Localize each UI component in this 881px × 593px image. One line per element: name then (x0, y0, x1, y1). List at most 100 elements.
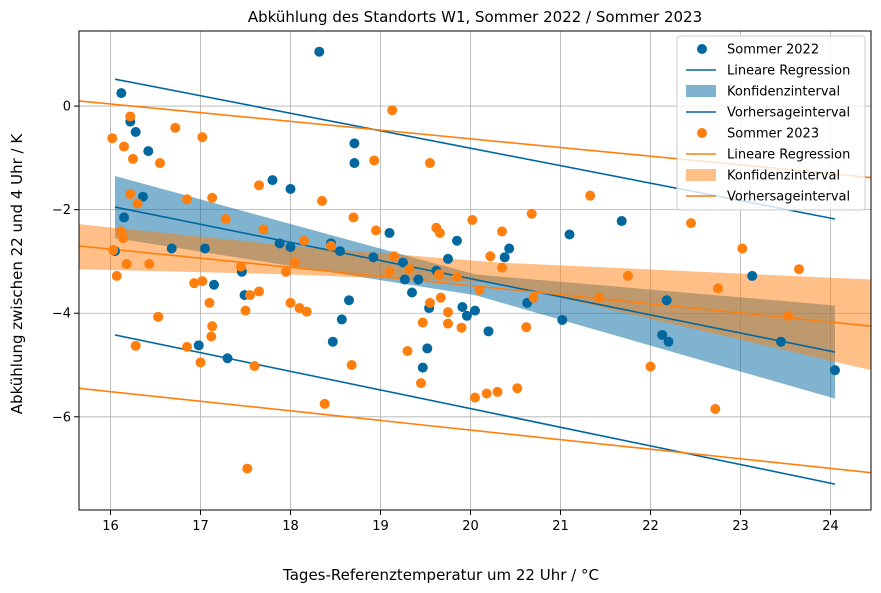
legend-swatch (686, 85, 716, 97)
chart-title: Abkühlung des Standorts W1, Sommer 2022 … (248, 8, 702, 26)
data-point (153, 311, 164, 322)
data-point (254, 180, 264, 191)
data-point (281, 266, 291, 277)
regression-lines (79, 78, 871, 485)
data-point (285, 297, 296, 308)
legend-swatch (686, 169, 716, 181)
data-point (111, 270, 122, 281)
data-point (564, 229, 575, 240)
x-tick-label: 19 (372, 519, 389, 534)
plot-frame (78, 30, 872, 511)
data-point (371, 225, 381, 236)
prediction-interval-lower (79, 387, 871, 474)
data-point (422, 343, 433, 354)
data-point (470, 392, 480, 403)
data-point (425, 158, 435, 169)
data-point (713, 283, 723, 294)
data-point (125, 111, 136, 122)
data-point (389, 251, 399, 262)
data-point (404, 264, 415, 275)
data-point (470, 305, 480, 316)
data-point (285, 241, 296, 252)
data-point (528, 292, 539, 303)
data-point (326, 240, 336, 251)
x-tick-label: 22 (642, 519, 659, 534)
data-point (384, 266, 395, 277)
data-point (222, 353, 233, 364)
legend: Sommer 2022 Lineare Regression Konfidenzin… (676, 35, 866, 211)
data-point (384, 227, 395, 238)
legend-label: Vorhersageinterval (727, 190, 850, 205)
data-point (335, 246, 345, 257)
data-point (197, 276, 208, 287)
regression-line (114, 206, 836, 353)
data-point (794, 264, 804, 275)
data-point (209, 279, 219, 290)
legend-box (676, 35, 866, 211)
data-point (368, 252, 379, 263)
data-point (166, 243, 177, 254)
data-point (319, 398, 330, 409)
data-point (467, 215, 478, 226)
data-point (663, 336, 674, 347)
data-point (457, 302, 468, 313)
data-point (417, 362, 428, 373)
data-point (349, 158, 360, 169)
data-point (387, 105, 398, 116)
data-point (452, 271, 462, 282)
data-point (686, 218, 696, 229)
data-point (317, 195, 327, 206)
data-point (483, 326, 494, 337)
data-point (108, 245, 119, 256)
data-point (245, 290, 255, 301)
data-point (207, 321, 218, 332)
data-point (301, 306, 312, 317)
legend-marker (697, 44, 707, 54)
data-point (504, 243, 515, 254)
legend-label: Konfidenzinterval (727, 85, 840, 100)
data-point (314, 46, 325, 57)
data-point (236, 261, 246, 272)
data-point (425, 297, 435, 308)
data-point (402, 346, 413, 357)
data-point (204, 297, 215, 308)
data-point (783, 310, 794, 321)
data-point (417, 317, 428, 328)
data-point (130, 126, 141, 137)
data-point (512, 383, 523, 394)
data-point (242, 463, 253, 474)
data-point (327, 336, 338, 347)
legend-label: Konfidenzinterval (727, 169, 840, 184)
data-point (182, 341, 192, 352)
data-point (443, 253, 453, 264)
data-point (346, 360, 357, 371)
data-point (349, 138, 360, 149)
data-point (485, 251, 496, 262)
y-tick-label: −4 (52, 307, 71, 322)
data-point (155, 158, 165, 169)
data-point (207, 192, 218, 203)
data-point (497, 262, 507, 273)
y-axis-label: Abkühlung zwischen 22 und 4 Uhr / K (8, 133, 26, 415)
data-point (299, 235, 309, 246)
x-tick-label: 24 (822, 519, 839, 534)
data-point (344, 295, 354, 306)
data-point (443, 307, 453, 318)
legend-label: Sommer 2023 (727, 127, 819, 142)
data-point (407, 287, 417, 298)
data-point (461, 310, 472, 321)
data-point (452, 235, 462, 246)
confidence-bands (79, 175, 871, 399)
data-point (144, 259, 155, 270)
data-point (240, 305, 251, 316)
data-point (200, 243, 210, 254)
confidence-band (115, 175, 835, 399)
data-point (398, 257, 408, 268)
data-point (116, 88, 127, 99)
data-point (456, 322, 467, 333)
legend-label: Lineare Regression (727, 148, 850, 163)
data-point (657, 329, 668, 340)
data-point (521, 322, 532, 333)
data-point (557, 314, 568, 325)
data-point (497, 226, 507, 237)
